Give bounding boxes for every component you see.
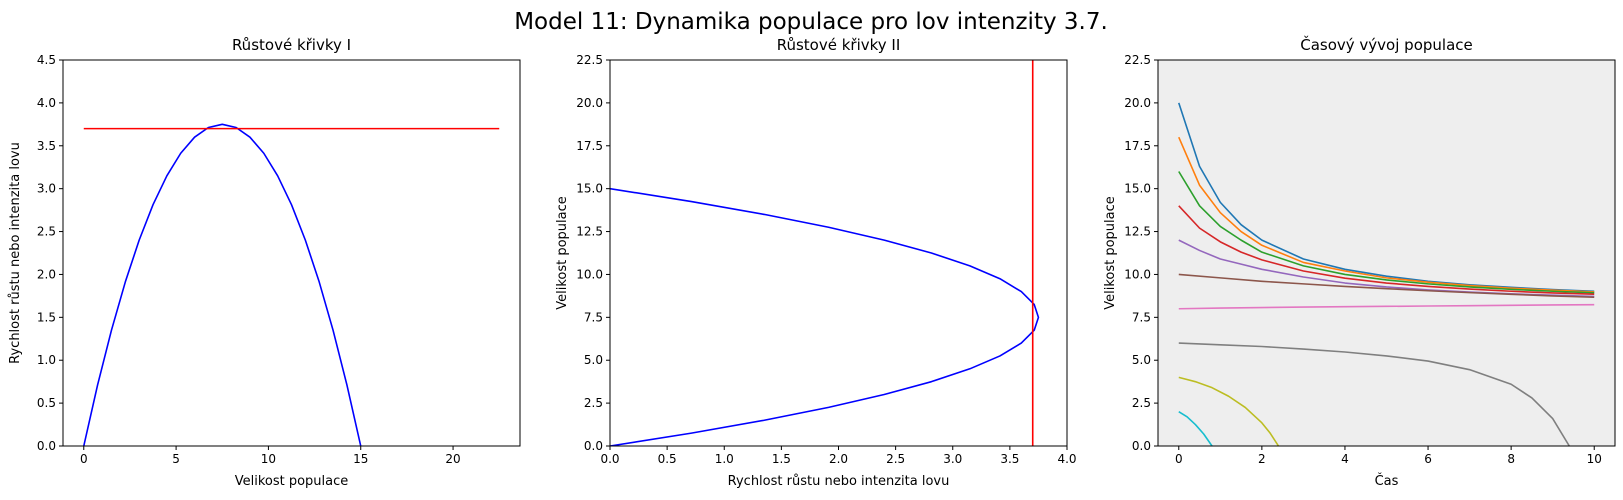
x-tick-label: 0 — [80, 452, 88, 466]
x-tick-label: 20 — [445, 452, 460, 466]
y-tick-label: 17.5 — [1124, 139, 1151, 153]
y-tick-label: 7.5 — [1132, 310, 1151, 324]
plot-area — [1158, 60, 1615, 446]
series-line-1 — [82, 123, 362, 446]
y-tick-label: 0.0 — [584, 439, 603, 453]
series-line-10 — [1178, 411, 1213, 446]
x-tick-label: 6 — [1424, 452, 1432, 466]
y-tick-label: 2.0 — [37, 267, 56, 281]
y-tick-label: 0.5 — [37, 396, 56, 410]
series-group — [610, 60, 1040, 446]
y-tick-label: 5.0 — [1132, 353, 1151, 367]
y-tick-label: 7.5 — [584, 310, 603, 324]
x-tick-label: 8 — [1507, 452, 1515, 466]
chart-2: 0.0 0.5 1.0 1.5 2.0 2.5 3.0 3.5 4.0 0.0 2.5 5.0 7.5 1… — [555, 36, 1077, 489]
x-axis-label: Rychlost růstu nebo intenzita lovu — [728, 474, 950, 489]
x-axis-label: Velikost populace — [235, 474, 349, 489]
chart-title: Časový vývoj populace — [1300, 35, 1473, 54]
chart-panels: 0 5 10 15 200.00.51.01.52.02.53.03.54.04.5Rů… — [8, 35, 1616, 489]
x-tick-label: 1.0 — [715, 452, 734, 466]
x-tick-label: 15 — [353, 452, 368, 466]
y-tick-label: 20.0 — [1124, 96, 1151, 110]
y-tick-label: 1.5 — [37, 310, 56, 324]
y-tick-label: 4.0 — [37, 96, 56, 110]
x-tick-label: 4 — [1341, 452, 1349, 466]
y-tick-label: 5.0 — [584, 353, 603, 367]
y-tick-label: 1.0 — [37, 353, 56, 367]
x-tick-label: 0.0 — [600, 452, 619, 466]
series-group — [82, 123, 500, 446]
series-line-9 — [1178, 376, 1280, 446]
series-group — [1178, 102, 1595, 446]
series-line-4 — [1178, 205, 1595, 295]
y-tick-label: 12.5 — [576, 225, 603, 239]
y-tick-label: 3.5 — [37, 139, 56, 153]
y-tick-label: 12.5 — [1124, 225, 1151, 239]
series-line-1 — [610, 187, 1040, 446]
x-tick-label: 10 — [261, 452, 276, 466]
series-line-7 — [1178, 303, 1595, 310]
y-tick-label: 2.5 — [1132, 396, 1151, 410]
x-tick-label: 5 — [172, 452, 180, 466]
x-tick-label: 0.5 — [658, 452, 677, 466]
plot-frame — [62, 59, 521, 447]
y-tick-label: 17.5 — [576, 139, 603, 153]
chart-1: 0 5 10 15 20 0.0 0.5 1.0 1.5 2.0 2.5 3.0 3.5 4.0 4.5 Rů… — [8, 36, 521, 489]
y-tick-label: 3.0 — [37, 182, 56, 196]
x-axis-label: Čas — [1375, 473, 1399, 489]
y-tick-label: 15.0 — [1124, 182, 1151, 196]
series-line-1 — [1178, 102, 1595, 293]
x-tick-label: 4.0 — [1057, 452, 1076, 466]
series-line-3 — [1178, 171, 1595, 294]
y-tick-label: 2.5 — [37, 225, 56, 239]
x-tick-label: 2.0 — [829, 452, 848, 466]
y-axis-label: Rychlost růstu nebo intenzita lovu — [8, 142, 23, 364]
series-line-8 — [1178, 342, 1570, 446]
x-tick-label: 1.5 — [772, 452, 791, 466]
y-tick-label: 10.0 — [1124, 267, 1151, 281]
y-tick-label: 22.5 — [1124, 53, 1151, 67]
x-tick-label: 2.5 — [886, 452, 905, 466]
chart-title: Růstové křivky II — [777, 36, 901, 54]
y-tick-label: 22.5 — [576, 53, 603, 67]
x-tick-label: 3.0 — [943, 452, 962, 466]
y-tick-label: 10.0 — [576, 267, 603, 281]
x-tick-label: 2 — [1258, 452, 1266, 466]
plot-area — [63, 60, 520, 446]
y-tick-label: 0.0 — [37, 439, 56, 453]
series-line-2 — [1178, 136, 1595, 293]
chart-3: 0 2 4 6 8 10 0.0 2.5 5.0 7.5 10.0 12.5 15.0 17.5 20.0 2… — [1103, 35, 1616, 489]
chart-title: Růstové křivky I — [232, 36, 351, 54]
series-line-6 — [1178, 273, 1595, 299]
y-axis-label: Velikost populace — [1103, 196, 1118, 310]
y-tick-label: 4.5 — [37, 53, 56, 67]
y-tick-label: 15.0 — [576, 182, 603, 196]
y-tick-label: 20.0 — [576, 96, 603, 110]
y-tick-label: 2.5 — [584, 396, 603, 410]
figure-suptitle: Model 11: Dynamika populace pro lov inte… — [514, 9, 1108, 35]
x-tick-label: 3.5 — [1000, 452, 1019, 466]
y-tick-label: 0.0 — [1132, 439, 1151, 453]
plot-area — [610, 60, 1067, 446]
y-axis-label: Velikost populace — [555, 196, 570, 310]
x-tick-label: 10 — [1587, 452, 1602, 466]
plot-frame — [1157, 59, 1616, 447]
x-tick-label: 0 — [1175, 452, 1183, 466]
